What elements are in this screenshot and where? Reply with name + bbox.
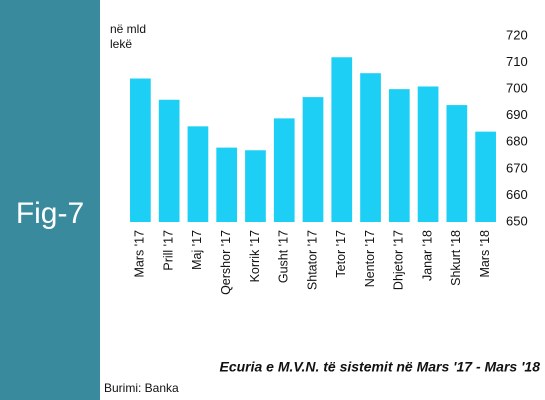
x-tick-label: Korrik '17 bbox=[248, 230, 262, 282]
bar bbox=[130, 78, 151, 222]
bar bbox=[216, 147, 238, 222]
x-tick-label: Gusht '17 bbox=[277, 230, 291, 283]
y-tick-label: 650 bbox=[506, 213, 528, 228]
chart-title: Ecuria e M.V.N. të sistemit në Mars '17 … bbox=[219, 359, 540, 375]
figure-label: Fig-7 bbox=[16, 197, 84, 230]
bar bbox=[446, 105, 468, 222]
y-tick-label: 700 bbox=[506, 81, 528, 96]
x-tick-label: Nentor '17 bbox=[363, 230, 377, 287]
bar bbox=[475, 131, 496, 222]
bar bbox=[360, 73, 381, 222]
x-tick-label: Dhjetor '17 bbox=[392, 230, 406, 290]
bar bbox=[273, 118, 295, 222]
bar bbox=[388, 89, 410, 223]
bar bbox=[187, 126, 209, 222]
y-tick-label: 680 bbox=[506, 134, 528, 149]
x-tick-label: Shkurt '18 bbox=[449, 230, 463, 286]
x-tick-label: Qershor '17 bbox=[219, 230, 233, 295]
source: Burimi: Banka bbox=[104, 381, 179, 395]
bar bbox=[158, 99, 180, 222]
x-tick-label: Tetor '17 bbox=[334, 230, 348, 278]
x-tick-label: Shtator '17 bbox=[305, 230, 319, 290]
y-tick-label: 660 bbox=[506, 187, 528, 202]
y-label: lekë bbox=[110, 37, 132, 51]
x-tick-label: Prill '17 bbox=[161, 230, 175, 271]
side-panel bbox=[0, 0, 100, 400]
y-tick-label: 670 bbox=[506, 160, 528, 175]
bar bbox=[417, 86, 439, 222]
x-tick-label: Maj '17 bbox=[190, 230, 204, 270]
x-tick-label: Mars '17 bbox=[133, 230, 147, 278]
x-tick-label: Janar '18 bbox=[420, 230, 434, 281]
bar bbox=[302, 97, 324, 222]
y-label: në mld bbox=[110, 22, 146, 36]
y-tick-label: 710 bbox=[506, 54, 528, 69]
x-tick-label: Mars '18 bbox=[478, 230, 492, 278]
bar bbox=[331, 57, 353, 222]
y-tick-label: 690 bbox=[506, 107, 528, 122]
bar bbox=[245, 150, 266, 222]
y-tick-label: 720 bbox=[506, 27, 528, 42]
